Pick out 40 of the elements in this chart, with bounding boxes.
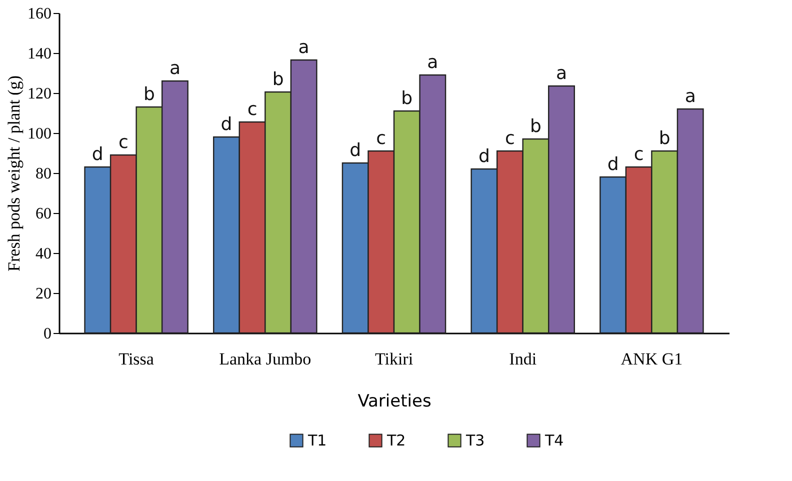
data-label: b bbox=[401, 88, 413, 109]
data-label: a bbox=[427, 52, 438, 73]
data-label: c bbox=[505, 128, 515, 149]
data-label: b bbox=[272, 69, 284, 90]
y-tick-label: 80 bbox=[36, 166, 52, 182]
y-tick-label: 40 bbox=[36, 246, 52, 262]
x-tick-label: Lanka Jumbo bbox=[219, 350, 312, 368]
data-label: a bbox=[556, 63, 568, 84]
legend-label: T4 bbox=[544, 432, 564, 450]
legend-label: T3 bbox=[465, 432, 485, 450]
y-tick-label: 60 bbox=[36, 206, 52, 222]
data-label: b bbox=[530, 116, 542, 137]
x-tick-label: ANK G1 bbox=[620, 350, 683, 368]
data-label: d bbox=[478, 146, 490, 167]
data-label: d bbox=[92, 144, 104, 165]
data-label: a bbox=[169, 58, 180, 79]
x-tick-label: Tikiri bbox=[374, 350, 414, 368]
data-label: d bbox=[607, 154, 619, 175]
x-axis-title: Varieties bbox=[358, 392, 432, 412]
y-tick-label: 0 bbox=[44, 326, 52, 342]
y-axis-title: Fresh pods weight / plant (g) bbox=[4, 76, 24, 272]
x-tick-label: Tissa bbox=[118, 350, 154, 368]
data-label: d bbox=[220, 114, 232, 135]
legend-label: T2 bbox=[386, 432, 406, 450]
data-label: d bbox=[350, 140, 362, 161]
data-label: a bbox=[298, 37, 310, 58]
y-tick-label: 160 bbox=[28, 6, 52, 22]
data-label: b bbox=[143, 84, 155, 105]
y-tick-label: 120 bbox=[28, 86, 52, 102]
data-label: c bbox=[118, 132, 128, 153]
y-tick-label: 140 bbox=[28, 46, 52, 62]
data-label: c bbox=[376, 128, 386, 149]
data-label: a bbox=[684, 86, 696, 107]
data-label: c bbox=[247, 99, 258, 120]
data-label: c bbox=[634, 144, 644, 165]
y-tick-label: 100 bbox=[28, 126, 52, 142]
legend-label: T1 bbox=[307, 432, 327, 450]
y-tick-label: 20 bbox=[36, 286, 52, 302]
data-label: b bbox=[658, 128, 670, 149]
x-tick-label: Indi bbox=[509, 350, 537, 368]
